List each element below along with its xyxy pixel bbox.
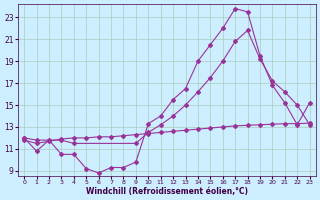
X-axis label: Windchill (Refroidissement éolien,°C): Windchill (Refroidissement éolien,°C) [86, 187, 248, 196]
